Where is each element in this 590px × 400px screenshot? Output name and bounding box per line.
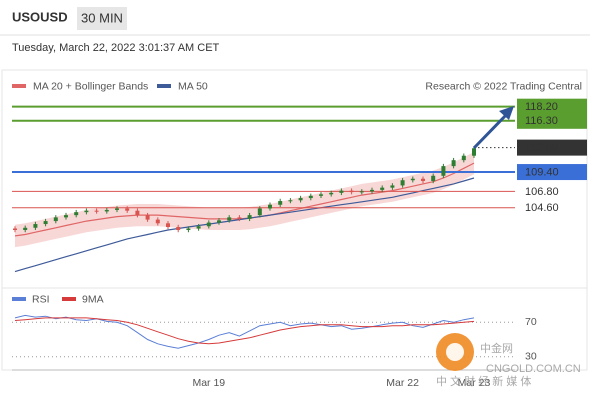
candle-body <box>308 195 313 199</box>
candle-body <box>125 208 130 211</box>
level-badge <box>517 98 587 115</box>
legend-label: RSI <box>32 293 50 305</box>
candle-body <box>186 228 191 230</box>
bollinger-band <box>15 152 474 248</box>
x-tick-label: Mar 23 <box>458 377 491 389</box>
candle-body <box>135 210 140 216</box>
candle-body <box>64 215 68 218</box>
candle-body <box>431 175 436 181</box>
level-badge <box>517 164 587 181</box>
x-tick-label: Mar 19 <box>192 377 225 389</box>
candle-body <box>278 201 283 205</box>
legend-label: MA 50 <box>178 80 208 92</box>
candle-body <box>268 204 272 209</box>
level-label: 118.20 <box>525 101 558 113</box>
candle-body <box>206 222 211 227</box>
ma-line <box>14 177 475 273</box>
candle-body <box>370 189 374 192</box>
level-label: 104.60 <box>525 202 559 214</box>
legend-swatch <box>12 297 26 301</box>
watermark-logo-inner <box>446 343 464 361</box>
candle-body <box>410 178 415 181</box>
candle-body <box>349 190 354 193</box>
candle-body <box>390 185 395 188</box>
candle-body <box>104 209 109 212</box>
candle-body <box>237 217 242 219</box>
x-tick-label: Mar 22 <box>386 377 419 389</box>
interval[interactable]: 30 MIN <box>81 10 123 25</box>
candle-body <box>400 180 405 186</box>
candle-body <box>196 226 201 229</box>
candle-body <box>319 194 323 196</box>
candle-body <box>421 178 425 181</box>
legend-swatch <box>12 84 26 88</box>
candle-body <box>166 223 170 228</box>
y-tick-label: 70 <box>525 316 537 328</box>
timestamp: Tuesday, March 22, 2022 3:01:37 AM CET <box>12 42 220 54</box>
candle-body <box>176 227 181 230</box>
candle-body <box>247 215 252 219</box>
candle-body <box>329 192 334 195</box>
candle-body <box>339 190 344 193</box>
watermark-slogan: 中 文 财 经 新 媒 体 <box>436 374 531 388</box>
candle-body <box>298 198 303 201</box>
level-label: 116.30 <box>525 115 558 127</box>
candle-body <box>145 215 150 220</box>
watermark-domain: CNGOLD.COM.CN <box>486 363 581 375</box>
candle-body <box>472 148 476 156</box>
arrow-head <box>499 106 514 120</box>
legend-label: 9MA <box>82 293 104 305</box>
candle-body <box>359 191 364 193</box>
watermark-name: 中金网 <box>480 341 513 355</box>
candle-body <box>94 210 99 212</box>
level-label: 106.80 <box>525 186 559 198</box>
candle-body <box>84 210 89 213</box>
level-label: 112.69 <box>525 142 558 154</box>
candle-body <box>217 220 221 223</box>
candle-body <box>43 221 48 225</box>
y-tick-label: 30 <box>525 351 537 363</box>
candle-body <box>288 200 293 202</box>
interval-badge[interactable] <box>77 7 127 30</box>
arrow <box>472 111 510 150</box>
legend-swatch <box>62 297 76 301</box>
legend-label: MA 20 + Bollinger Bands <box>33 80 148 92</box>
candle-body <box>155 219 160 224</box>
symbol: USOUSD <box>12 9 68 24</box>
candle-body <box>115 208 119 210</box>
indicator-line <box>14 317 475 345</box>
level-badge <box>517 139 587 156</box>
level-label: 109.40 <box>525 166 559 178</box>
candle-body <box>257 208 262 216</box>
legend-swatch <box>157 84 171 88</box>
candle-body <box>227 217 232 221</box>
candle-body <box>380 187 385 190</box>
candle-body <box>23 227 28 230</box>
candle-body <box>53 217 58 222</box>
source: Research © 2022 Trading Central <box>425 80 582 92</box>
candle-body <box>13 228 17 230</box>
indicator-line <box>14 314 475 349</box>
candle-body <box>74 212 79 216</box>
level-badge <box>517 112 587 129</box>
candle-body <box>461 155 466 161</box>
candle-body <box>33 224 38 228</box>
candle-body <box>451 160 456 167</box>
candle-body <box>441 166 446 176</box>
watermark: 中金网 CNGOLD.COM.CN 中 文 财 经 新 媒 体 <box>436 333 581 388</box>
